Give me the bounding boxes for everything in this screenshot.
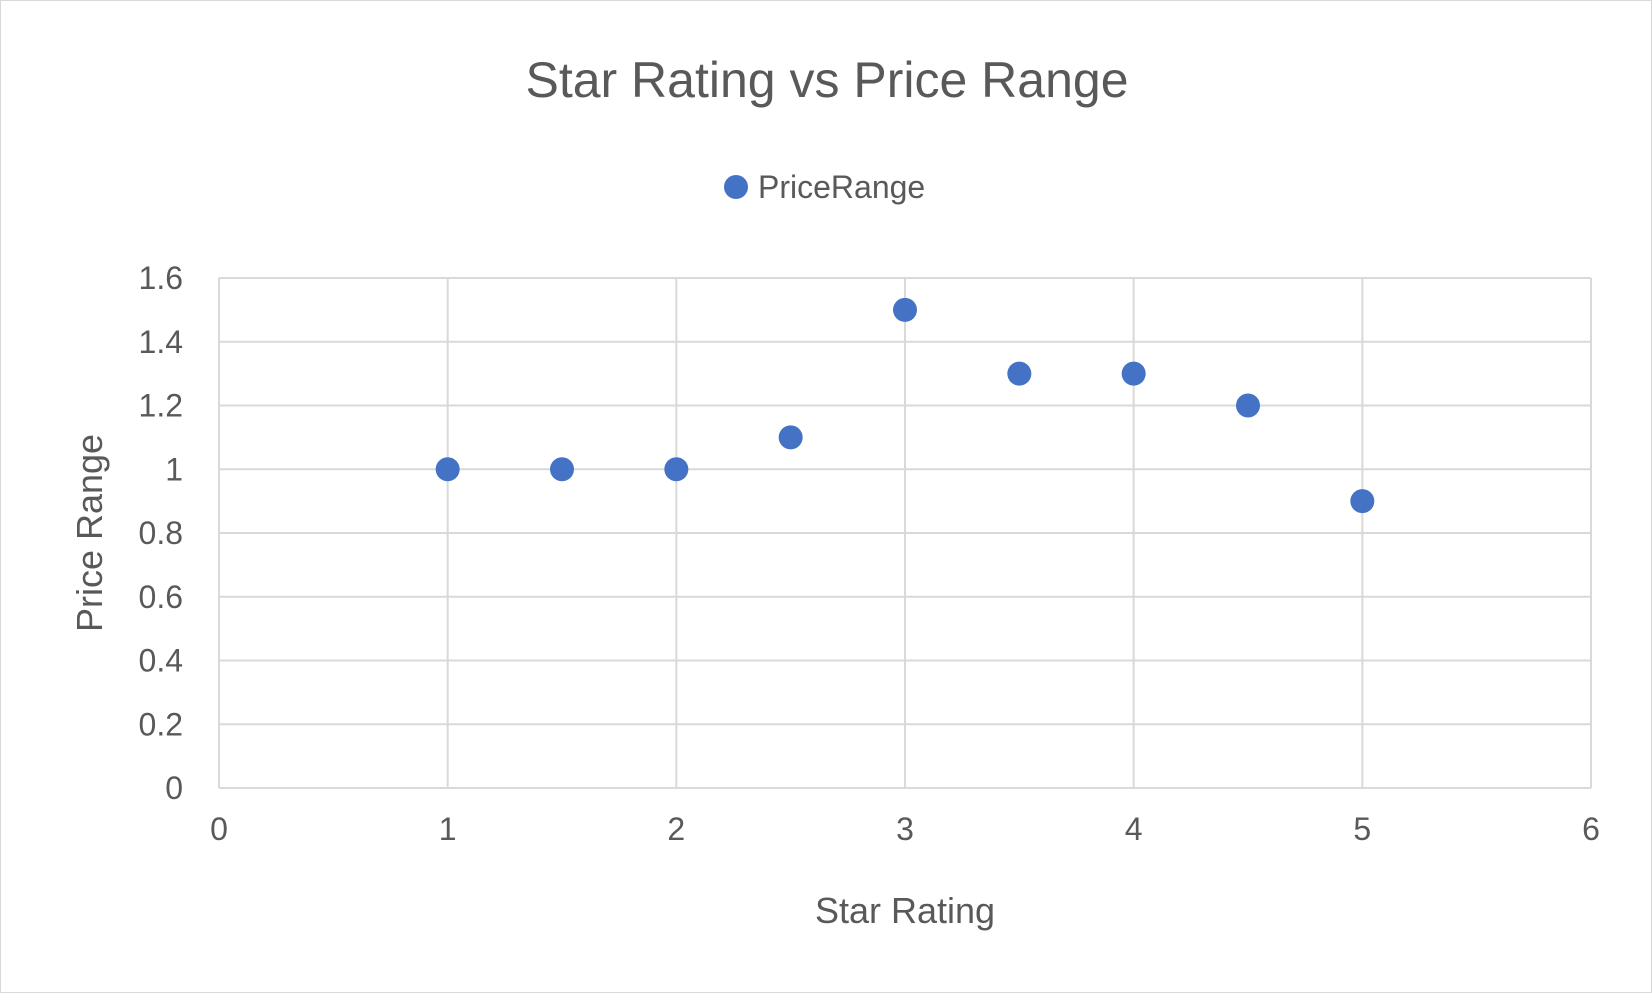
y-tick-label: 0.2 bbox=[139, 706, 183, 742]
y-tick-label: 1 bbox=[165, 451, 183, 487]
x-tick-label: 3 bbox=[896, 811, 914, 847]
y-axis-label: Price Range bbox=[69, 434, 110, 632]
y-tick-label: 0.4 bbox=[139, 643, 183, 679]
y-tick-label: 0 bbox=[165, 770, 183, 806]
data-point bbox=[1007, 361, 1032, 386]
y-axis-ticks: 0 0.2 0.4 0.6 0.8 1 1.2 1.4 1.6 bbox=[139, 260, 183, 806]
x-axis-label: Star Rating bbox=[815, 890, 995, 931]
x-tick-label: 1 bbox=[439, 811, 457, 847]
data-point bbox=[1350, 489, 1375, 514]
x-tick-label: 6 bbox=[1582, 811, 1600, 847]
data-point bbox=[550, 457, 574, 482]
y-tick-label: 0.8 bbox=[139, 515, 183, 551]
data-point bbox=[893, 297, 917, 322]
data-point bbox=[664, 457, 689, 482]
data-point bbox=[1236, 393, 1260, 418]
y-tick-label: 1.2 bbox=[139, 388, 183, 424]
data-point bbox=[1121, 361, 1146, 386]
x-tick-label: 2 bbox=[667, 811, 685, 847]
legend-marker bbox=[724, 175, 748, 199]
x-tick-label: 5 bbox=[1353, 811, 1371, 847]
chart-title: Star Rating vs Price Range bbox=[525, 52, 1128, 108]
x-axis-ticks: 0 1 2 3 4 5 6 bbox=[210, 811, 1600, 847]
legend-label: PriceRange bbox=[758, 169, 925, 205]
grid-lines bbox=[218, 277, 1592, 789]
data-point bbox=[778, 425, 803, 450]
data-points bbox=[435, 297, 1375, 514]
x-tick-label: 4 bbox=[1125, 811, 1143, 847]
legend: PriceRange bbox=[724, 169, 925, 205]
y-tick-label: 1.4 bbox=[139, 324, 183, 360]
data-point bbox=[435, 457, 460, 482]
y-tick-label: 0.6 bbox=[139, 579, 183, 615]
y-tick-label: 1.6 bbox=[139, 260, 183, 296]
x-tick-label: 0 bbox=[210, 811, 228, 847]
